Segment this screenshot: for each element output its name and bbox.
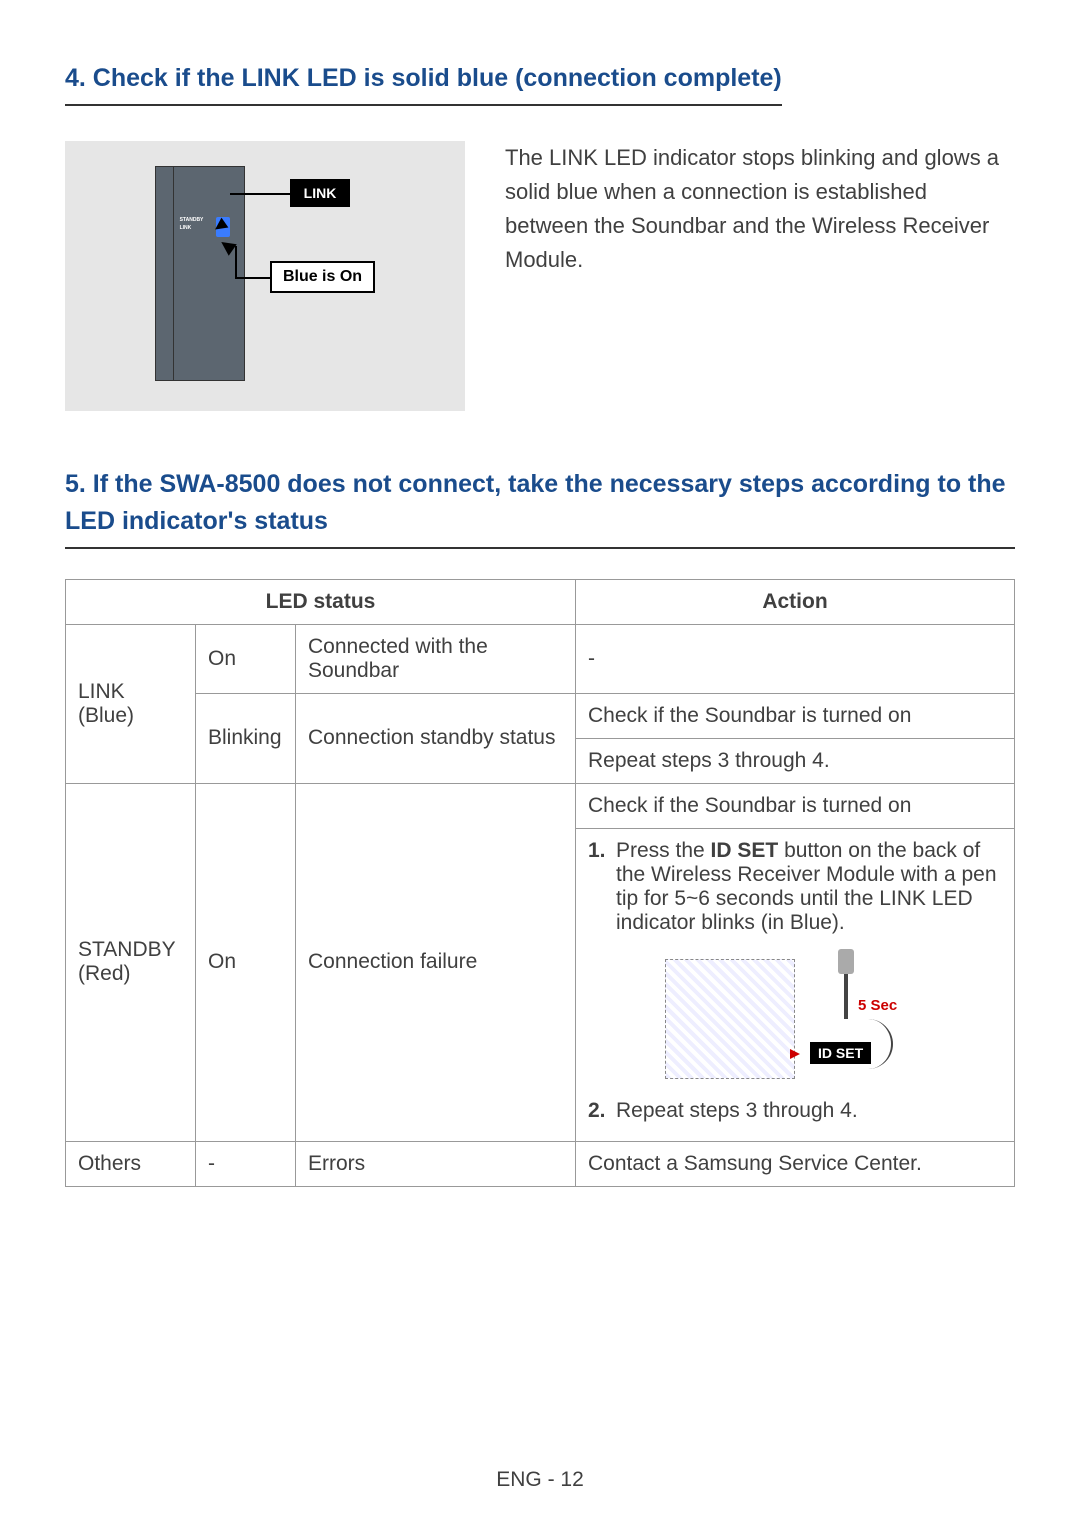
screwdriver-icon: [838, 949, 854, 1019]
cell-standby-red: STANDBY (Red): [66, 783, 196, 1141]
cell-others-action: Contact a Samsung Service Center.: [576, 1141, 1015, 1186]
device-link-label: LINK: [180, 225, 192, 231]
cell-standby-state: On: [196, 783, 296, 1141]
device-standby-label: STANDBY: [180, 217, 204, 223]
table-row: Blinking Connection standby status Check…: [66, 693, 1015, 738]
idset-label: ID SET: [810, 1042, 871, 1064]
section-5: 5. If the SWA-8500 does not connect, tak…: [65, 466, 1015, 1187]
cell-link-blue: LINK (Blue): [66, 624, 196, 783]
cell-standby-steps: 1. Press the ID SET button on the back o…: [576, 828, 1015, 1141]
table-row: LINK (Blue) On Connected with the Soundb…: [66, 624, 1015, 693]
step-2-number: 2.: [588, 1099, 616, 1123]
five-sec-label: 5 Sec: [858, 997, 897, 1014]
page-number: ENG - 12: [0, 1468, 1080, 1492]
cell-others-state: -: [196, 1141, 296, 1186]
cell-standby-desc: Connection failure: [296, 783, 576, 1141]
pcb-icon: [665, 959, 795, 1079]
cell-link-blink-state: Blinking: [196, 693, 296, 783]
cell-link-on-action: -: [576, 624, 1015, 693]
led-status-table: LED status Action LINK (Blue) On Connect…: [65, 579, 1015, 1187]
header-led-status: LED status: [66, 579, 576, 624]
header-action: Action: [576, 579, 1015, 624]
step-1-text: Press the ID SET button on the back of t…: [616, 839, 1002, 935]
table-row: Others - Errors Contact a Samsung Servic…: [66, 1141, 1015, 1186]
table-header-row: LED status Action: [66, 579, 1015, 624]
section-4: 4. Check if the LINK LED is solid blue (…: [65, 60, 1015, 411]
cell-link-blink-action1: Check if the Soundbar is turned on: [576, 693, 1015, 738]
idset-diagram: ID SET 5 Sec: [665, 949, 925, 1089]
cell-others-label: Others: [66, 1141, 196, 1186]
link-led-diagram: STANDBY LINK LINK Blue is On: [65, 141, 465, 411]
section-4-paragraph: The LINK LED indicator stops blinking an…: [505, 141, 1015, 277]
blue-on-callout-label: Blue is On: [270, 261, 375, 293]
step-2-text: Repeat steps 3 through 4.: [616, 1099, 1002, 1123]
link-callout-label: LINK: [290, 179, 350, 207]
cell-link-blink-desc: Connection standby status: [296, 693, 576, 783]
cell-link-on-desc: Connected with the Soundbar: [296, 624, 576, 693]
section-4-heading: 4. Check if the LINK LED is solid blue (…: [65, 60, 782, 106]
cell-standby-action1: Check if the Soundbar is turned on: [576, 783, 1015, 828]
cell-link-on-state: On: [196, 624, 296, 693]
cell-others-desc: Errors: [296, 1141, 576, 1186]
step-1-number: 1.: [588, 839, 616, 935]
table-row: STANDBY (Red) On Connection failure Chec…: [66, 783, 1015, 828]
cell-link-blink-action2: Repeat steps 3 through 4.: [576, 738, 1015, 783]
section-5-heading: 5. If the SWA-8500 does not connect, tak…: [65, 466, 1015, 549]
